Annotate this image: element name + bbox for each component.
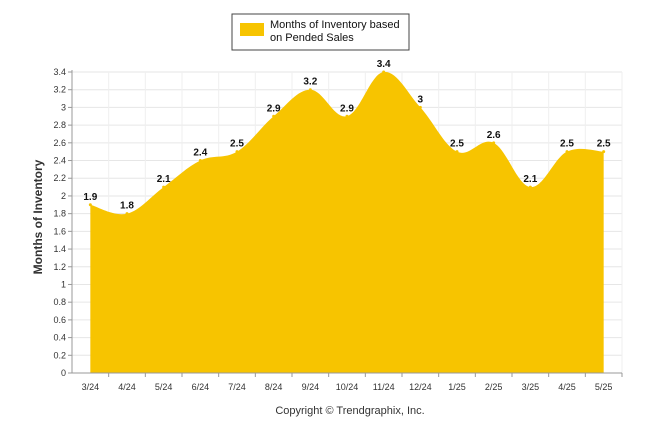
data-label: 3.4 bbox=[377, 59, 391, 70]
y-tick-label: 0.2 bbox=[53, 350, 66, 360]
legend-line-1: Months of Inventory based bbox=[270, 19, 400, 31]
y-axis-title: Months of Inventory bbox=[31, 159, 45, 274]
y-tick-label: 2.6 bbox=[53, 138, 66, 148]
y-tick-label: 0.6 bbox=[53, 315, 66, 325]
y-tick-label: 3.2 bbox=[53, 85, 66, 95]
x-tick-label: 5/25 bbox=[595, 382, 613, 392]
y-axis: 0 0.2 0.4 0.6 0.8 1 1.2 1.4 1.6 1.8 2 2.2 2.4 2.6 2.8 3… bbox=[53, 67, 73, 378]
data-label: 2.5 bbox=[230, 139, 244, 150]
x-tick-label: 8/24 bbox=[265, 382, 283, 392]
data-label: 1.9 bbox=[83, 192, 97, 203]
y-tick-label: 1.2 bbox=[53, 262, 66, 272]
area-series bbox=[90, 71, 604, 374]
y-tick-label: 1.4 bbox=[53, 244, 66, 254]
data-label: 2.9 bbox=[340, 103, 354, 114]
data-label: 2.5 bbox=[450, 139, 464, 150]
data-label: 2.9 bbox=[267, 103, 281, 114]
y-tick-label: 2.2 bbox=[53, 173, 66, 183]
data-point bbox=[198, 159, 202, 163]
data-point bbox=[528, 185, 532, 189]
data-label: 3 bbox=[418, 94, 424, 105]
y-tick-label: 2 bbox=[61, 191, 66, 201]
data-label: 2.1 bbox=[157, 174, 171, 185]
y-tick-label: 2.4 bbox=[53, 156, 66, 166]
data-point bbox=[272, 114, 276, 118]
data-label: 2.1 bbox=[523, 174, 537, 185]
y-tick-label: 0.8 bbox=[53, 297, 66, 307]
x-tick-label: 6/24 bbox=[192, 382, 210, 392]
y-tick-label: 1.6 bbox=[53, 226, 66, 236]
x-tick-label: 3/24 bbox=[82, 382, 100, 392]
data-point bbox=[492, 141, 496, 145]
y-tick-label: 0 bbox=[61, 368, 66, 378]
data-point bbox=[565, 150, 569, 154]
data-label: 3.2 bbox=[303, 77, 317, 88]
x-tick-label: 11/24 bbox=[373, 382, 395, 392]
data-point bbox=[162, 185, 166, 189]
y-tick-label: 2.8 bbox=[53, 120, 66, 130]
data-labels: 1.9 1.8 2.1 2.4 2.5 2.9 3.2 2.9 3.4 3 2.5 2.6 2.1 2.5… bbox=[83, 59, 611, 216]
data-label: 2.6 bbox=[487, 130, 501, 141]
data-point bbox=[125, 212, 129, 216]
y-tick-label: 3 bbox=[61, 102, 66, 112]
x-tick-label: 2/25 bbox=[485, 382, 503, 392]
data-label: 2.4 bbox=[193, 148, 207, 159]
data-point bbox=[455, 150, 459, 154]
data-label: 2.5 bbox=[560, 139, 574, 150]
x-tick-label: 4/25 bbox=[558, 382, 576, 392]
data-point bbox=[602, 150, 606, 154]
x-tick-label: 10/24 bbox=[336, 382, 359, 392]
x-tick-label: 7/24 bbox=[228, 382, 246, 392]
x-tick-label: 1/25 bbox=[448, 382, 466, 392]
data-label: 2.5 bbox=[597, 139, 611, 150]
x-tick-label: 4/24 bbox=[118, 382, 136, 392]
data-point bbox=[235, 150, 239, 154]
data-point bbox=[345, 114, 349, 118]
x-tick-label: 3/25 bbox=[522, 382, 540, 392]
x-axis: 3/24 4/24 5/24 6/24 7/24 8/24 9/24 10/24 11/24 12… bbox=[72, 372, 623, 392]
legend: Months of Inventory based on Pended Sale… bbox=[231, 13, 410, 51]
y-tick-label: 1.8 bbox=[53, 209, 66, 219]
data-point bbox=[382, 70, 386, 74]
data-point bbox=[88, 203, 92, 207]
y-tick-label: 3.4 bbox=[53, 67, 66, 77]
y-tick-label: 0.4 bbox=[53, 333, 66, 343]
x-tick-label: 9/24 bbox=[302, 382, 320, 392]
data-label: 1.8 bbox=[120, 201, 134, 212]
data-point bbox=[308, 88, 312, 92]
legend-swatch bbox=[240, 23, 264, 36]
x-tick-label: 12/24 bbox=[409, 382, 432, 392]
x-tick-label: 5/24 bbox=[155, 382, 173, 392]
legend-line-2: on Pended Sales bbox=[270, 32, 354, 44]
data-point bbox=[418, 105, 422, 109]
copyright-credit: Copyright © Trendgraphix, Inc. bbox=[275, 405, 424, 417]
y-tick-label: 1 bbox=[61, 279, 66, 289]
